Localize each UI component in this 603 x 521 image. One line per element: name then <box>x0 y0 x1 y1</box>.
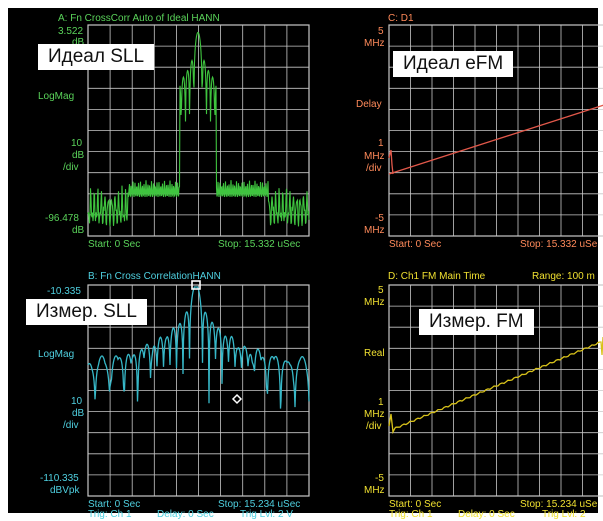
panel-a-scale-value: 10 <box>71 138 83 149</box>
panel-b-scale-value: 10 <box>71 396 83 407</box>
panel-c-title: C: D1 <box>388 13 414 24</box>
panel-a-grid <box>88 25 309 236</box>
panel-b-delay: Delay: 0 Sec <box>157 509 214 520</box>
panel-b-title: B: Fn Cross CorrelationHANN <box>88 271 221 282</box>
panel-d-title: D: Ch1 FM Main Time <box>388 271 486 282</box>
panel-b-scale-unit: dB <box>72 408 85 419</box>
panel-c-top-unit: MHz <box>364 38 385 49</box>
panel-c-stop: Stop: 15.332 uSe <box>520 239 598 250</box>
panel-c-scale-value: 1 <box>378 138 384 149</box>
panel-d-scale-unit: MHz <box>364 409 385 420</box>
panel-a-scale-unit: dB <box>72 150 85 161</box>
panel-b-top-value: -10.335 <box>47 286 81 297</box>
panel-c-format: Delay <box>356 99 382 110</box>
panel-c-bottom-value: -5 <box>375 213 384 224</box>
panel-a-bottom-value: -96.478 <box>45 213 79 224</box>
panel-b-format: LogMag <box>38 349 74 360</box>
panel-a-top-unit: dB <box>72 37 85 48</box>
panel-d-range: Range: 100 m <box>532 271 595 282</box>
panel-b-bottom-value: -110.335 <box>40 473 79 484</box>
panel-a-bottom-unit: dB <box>72 225 85 236</box>
panel-d-scale-value: 1 <box>378 397 384 408</box>
offset-marker <box>231 393 243 405</box>
panel-b-trig-level: Trig Lvl: 2 V <box>240 509 293 520</box>
panel-a-scale-per: /div <box>63 162 79 173</box>
overlay-label-ideal-efm: Идеал eFM <box>393 51 514 77</box>
overlay-label-meas-fm: Измер. FM <box>419 309 534 335</box>
panel-d-start: Start: 0 Sec <box>389 499 441 510</box>
panel-c-trace <box>388 104 603 175</box>
panel-a-trace <box>87 31 310 227</box>
panel-d-top-unit: MHz <box>364 297 385 308</box>
panel-c: C: D1 5 MHz Delay 1 MHz /div -5 MHz Star… <box>356 13 603 250</box>
peak-marker <box>191 280 201 290</box>
panel-d-bottom-unit: MHz <box>364 485 385 496</box>
panel-c-scale-per: /div <box>366 163 382 174</box>
panel-b-scale-per: /div <box>63 420 79 431</box>
panel-b-trig: Trig: Ch 1 <box>88 509 132 520</box>
panel-d-bottom-value: -5 <box>375 473 384 484</box>
panel-d-trace <box>388 336 603 435</box>
panel-a-start: Start: 0 Sec <box>88 239 140 250</box>
panel-b-stop: Stop: 15.234 uSec <box>218 499 300 510</box>
overlay-label-ideal-sll: Идеал SLL <box>38 44 155 70</box>
panel-b: B: Fn Cross CorrelationHANN -10.335 LogM… <box>38 271 310 520</box>
panel-c-scale-unit: MHz <box>364 151 385 162</box>
panel-d-top-value: 5 <box>378 285 384 296</box>
panel-d-trig-level: Trig Lvl: 2 <box>542 509 586 520</box>
panel-a-stop: Stop: 15.332 uSec <box>218 239 300 250</box>
panel-c-top-value: 5 <box>378 26 384 37</box>
panel-a-format: LogMag <box>38 91 74 102</box>
panel-b-bottom-unit: dBVpk <box>50 485 80 496</box>
overlay-label-meas-sll: Измер. SLL <box>26 299 147 325</box>
panel-a-title: A: Fn CrossCorr Auto of Ideal HANN <box>58 13 220 24</box>
panel-d-stop: Stop: 15.234 uSe <box>520 499 598 510</box>
panel-a-top-value: 3.522 <box>58 26 83 37</box>
panel-a: A: Fn CrossCorr Auto of Ideal HANN 3.522… <box>38 13 310 250</box>
panel-d-delay: Delay: 0 Sec <box>458 509 515 520</box>
panel-d-scale-per: /div <box>366 421 382 432</box>
panel-d-format: Real <box>364 348 385 359</box>
panel-b-start: Start: 0 Sec <box>88 499 140 510</box>
panel-c-start: Start: 0 Sec <box>389 239 441 250</box>
panel-d-trig: Trig: Ch 1 <box>389 509 433 520</box>
panel-c-bottom-unit: MHz <box>364 225 385 236</box>
screen-background <box>8 8 598 513</box>
